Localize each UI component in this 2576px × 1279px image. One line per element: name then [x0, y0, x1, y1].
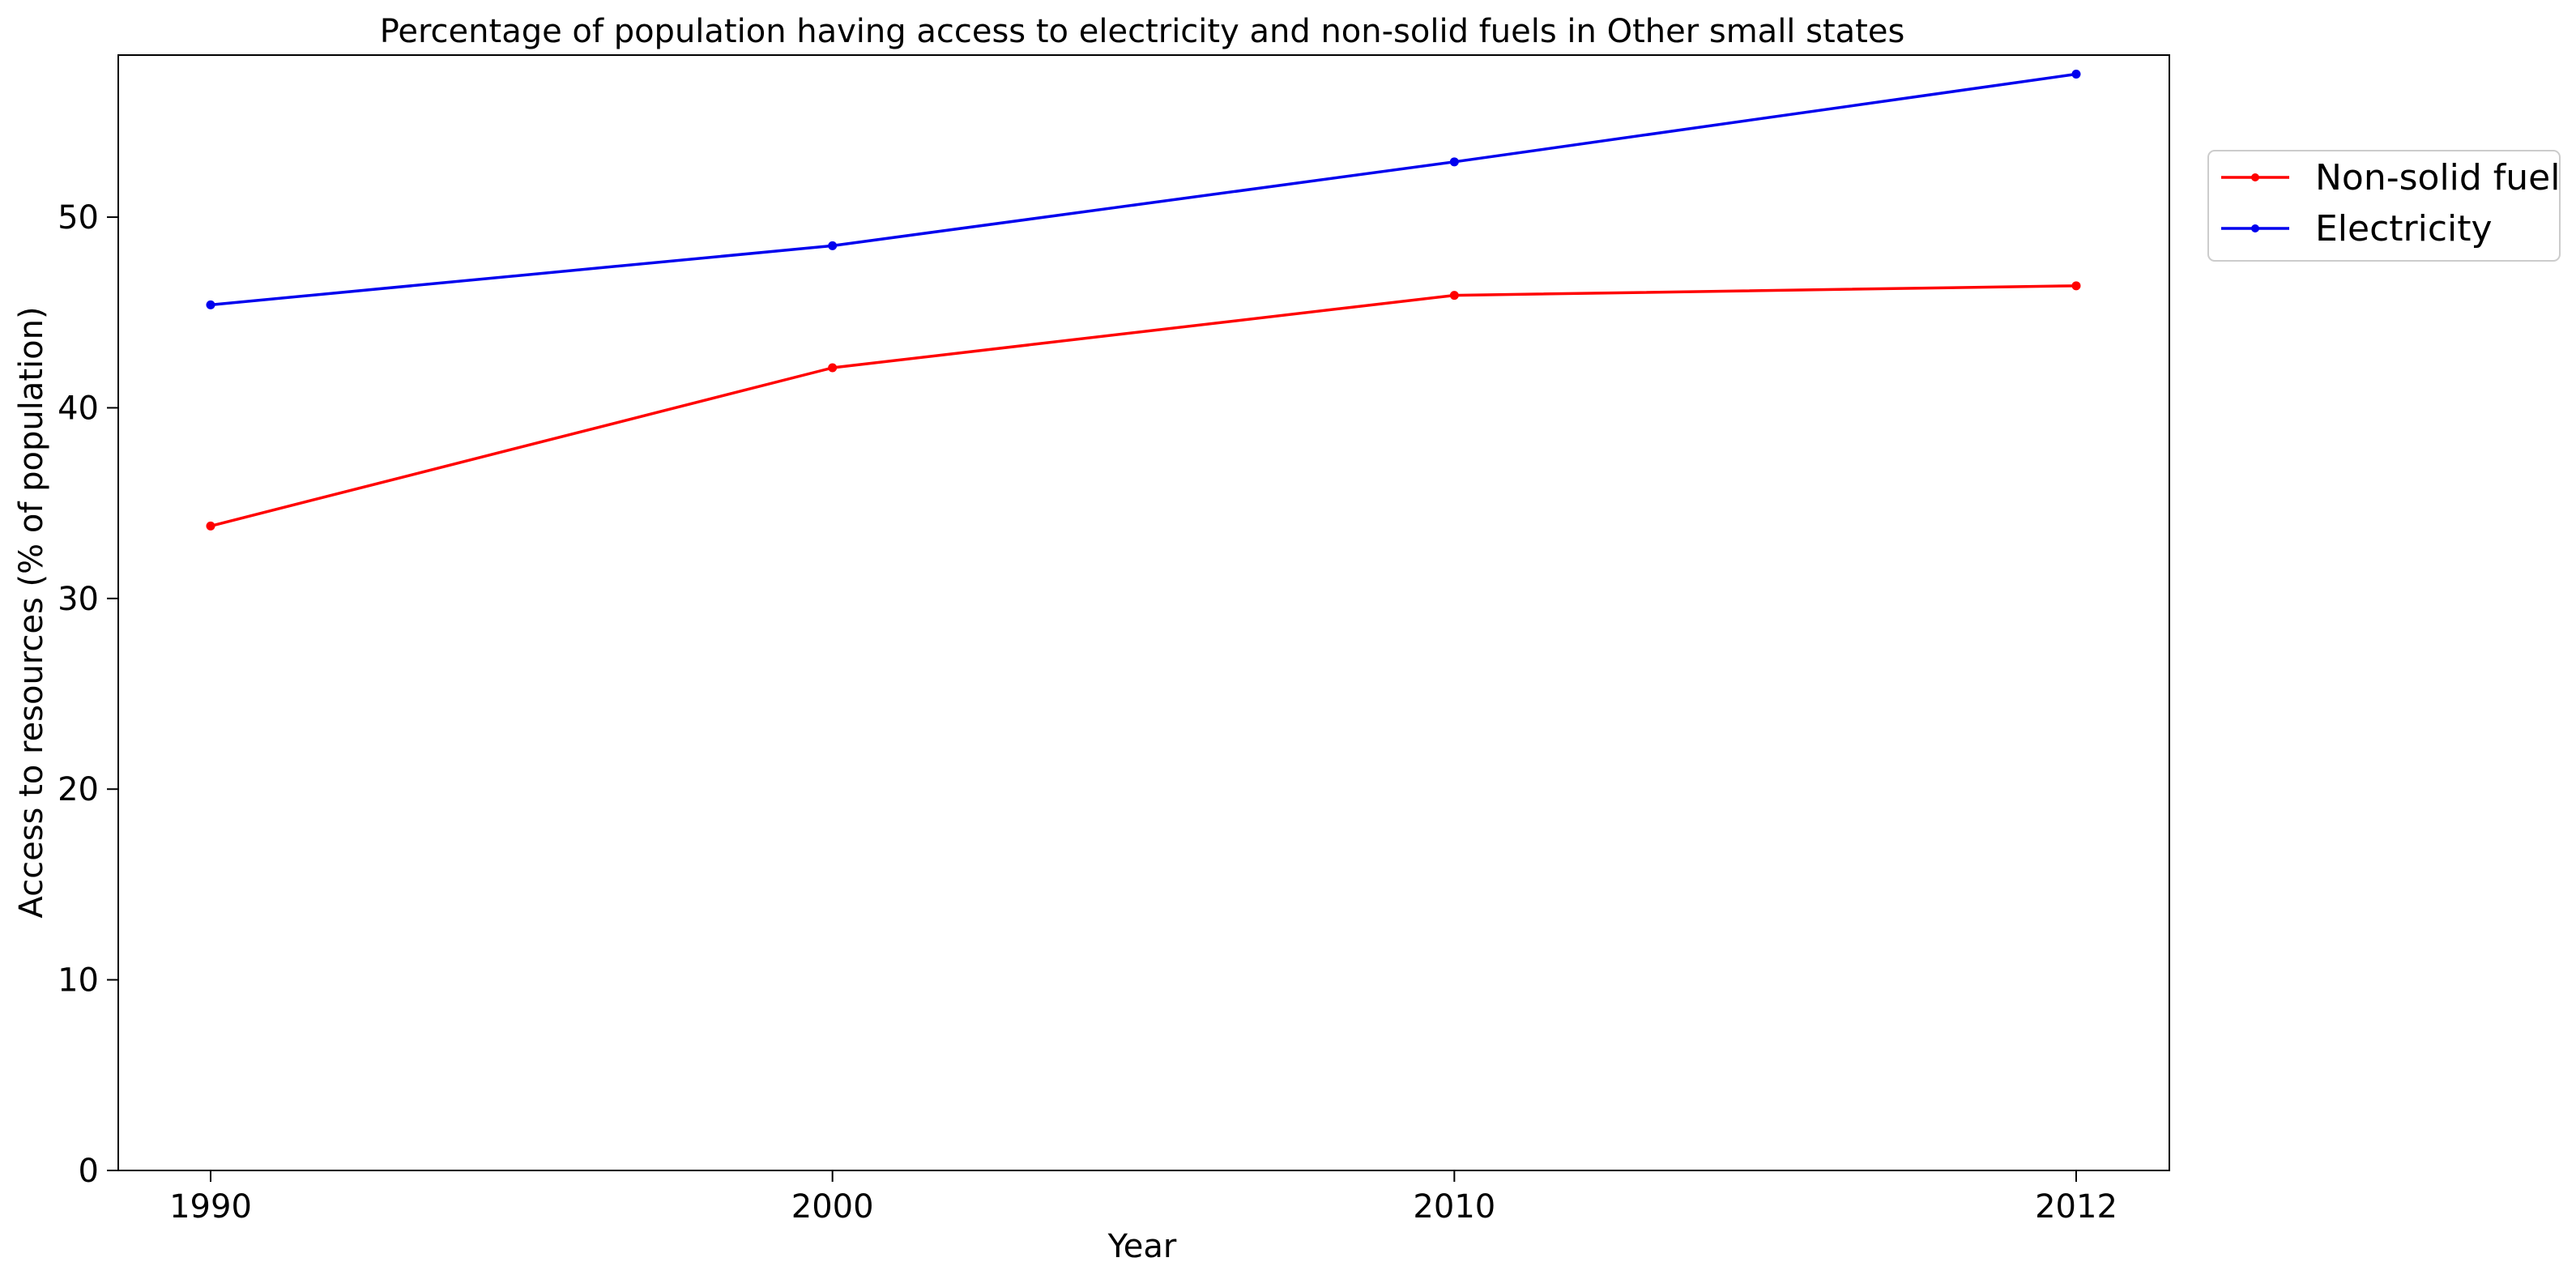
y-axis-title: Access to resources (% of population)	[13, 306, 50, 918]
plot-area	[117, 54, 2170, 1171]
data-point-non-solid-fuel	[1449, 291, 1459, 301]
data-point-non-solid-fuel	[828, 363, 838, 373]
legend-label-electricity: Electricity	[2315, 208, 2493, 249]
x-tick-label: 2000	[791, 1188, 874, 1226]
legend: Non-solid fuel Electricity	[2207, 150, 2561, 262]
y-tick-label: 0	[79, 1153, 99, 1190]
y-axis: 0 10 20 30 40 50	[58, 199, 118, 1190]
x-axis: 1990 2000 2010 2012	[169, 1170, 2118, 1226]
y-tick-label: 30	[58, 581, 99, 618]
legend-marker-non-solid-fuel	[2251, 173, 2259, 181]
data-point-electricity	[206, 300, 215, 309]
y-tick-label: 40	[58, 390, 99, 427]
legend-marker-electricity	[2251, 224, 2259, 232]
series-line-non-solid-fuel	[210, 284, 2077, 528]
x-tick-label: 2012	[2035, 1188, 2118, 1226]
chart-title: Percentage of population having access t…	[380, 13, 1905, 50]
y-tick-label: 50	[58, 199, 99, 237]
series-line-electricity	[210, 72, 2077, 307]
data-point-electricity	[828, 241, 838, 250]
data-point-electricity	[1449, 157, 1459, 167]
x-axis-title: Year	[1107, 1228, 1177, 1265]
legend-label-non-solid-fuel: Non-solid fuel	[2315, 157, 2560, 198]
x-tick-label: 2010	[1413, 1188, 1495, 1226]
data-point-electricity	[2071, 70, 2081, 79]
legend-box	[2207, 150, 2561, 262]
x-tick-label: 1990	[169, 1188, 252, 1226]
y-tick-label: 10	[58, 962, 99, 1000]
data-point-non-solid-fuel	[2071, 281, 2081, 291]
data-point-non-solid-fuel	[206, 521, 215, 531]
y-tick-label: 20	[58, 771, 99, 808]
series-layer	[206, 70, 2081, 531]
